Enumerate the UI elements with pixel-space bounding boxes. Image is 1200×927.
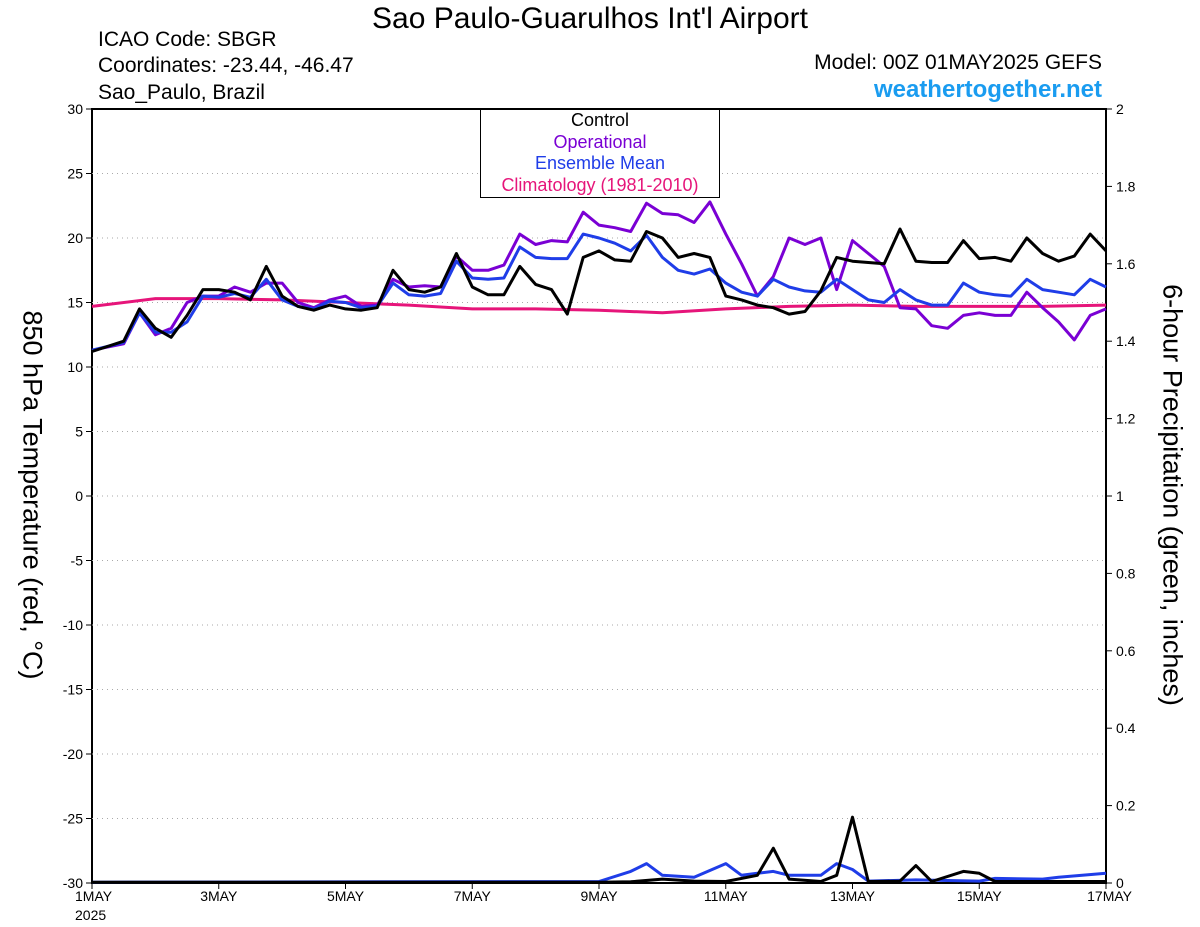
x-tick-label: 7MAY — [454, 888, 492, 904]
y-right-tick-label: 2 — [1116, 101, 1124, 117]
y-right-tick-label: 1.2 — [1116, 411, 1136, 427]
y-right-tick-label: 0 — [1116, 875, 1124, 891]
y-left-tick-label: -30 — [63, 875, 83, 891]
y-left-tick-label: 15 — [67, 295, 83, 311]
y-left-tick-label: -15 — [63, 682, 83, 698]
y-left-tick-label: 25 — [67, 166, 83, 182]
y-right-tick-label: 1.8 — [1116, 178, 1136, 194]
x-tick-label: 11MAY — [704, 888, 748, 904]
y-right-tick-label: 0.4 — [1116, 720, 1136, 736]
precip-control-line — [92, 815, 1106, 884]
x-tick-label: 17MAY — [1087, 888, 1133, 904]
location-name: Sao_Paulo, Brazil — [98, 81, 265, 104]
y-right-tick-label: 0.6 — [1116, 643, 1136, 659]
climatology-line — [91, 297, 1107, 315]
icao-code: ICAO Code: SBGR — [98, 28, 277, 51]
y-left-tick-label: -10 — [63, 617, 83, 633]
x-tick-label: 1MAY — [75, 888, 113, 904]
model-run: Model: 00Z 01MAY2025 GEFS — [814, 51, 1102, 74]
x-tick-label: 3MAY — [200, 888, 238, 904]
x-tick-sublabel: 2025 — [75, 907, 106, 923]
y-left-tick-label: -25 — [63, 811, 83, 827]
y-left-tick-label: -5 — [71, 553, 84, 569]
y-left-tick-label: 20 — [67, 230, 83, 246]
x-tick-label: 5MAY — [327, 888, 365, 904]
legend-ensemble-mean: Ensemble Mean — [534, 153, 666, 173]
chart-title: Sao Paulo-Guarulhos Int'l Airport — [372, 2, 808, 35]
legend: Control Operational Ensemble Mean Climat… — [480, 109, 720, 198]
y-left-tick-label: 0 — [75, 488, 83, 504]
legend-operational: Operational — [553, 131, 647, 152]
legend-climatology: Climatology (1981-2010) — [501, 174, 699, 195]
site-link[interactable]: weathertogether.net — [873, 76, 1102, 103]
control-line — [91, 227, 1108, 353]
operational-line — [91, 200, 1107, 352]
y-left-tick-label: 10 — [67, 359, 83, 375]
y-right-tick-label: 1 — [1116, 488, 1124, 504]
y-left-tick-label: 30 — [67, 101, 83, 117]
legend-control: Control — [570, 110, 630, 130]
coordinates: Coordinates: -23.44, -46.47 — [98, 54, 354, 77]
y-right-tick-label: 0.8 — [1116, 565, 1136, 581]
y-left-tick-label: -20 — [63, 746, 83, 762]
x-tick-label: 9MAY — [580, 888, 618, 904]
y-left-tick-label: 5 — [75, 424, 83, 440]
y-right-tick-label: 1.6 — [1116, 256, 1136, 272]
x-tick-label: 15MAY — [957, 888, 1003, 904]
x-tick-label: 13MAY — [830, 888, 876, 904]
ensemble-mean-line — [91, 232, 1107, 352]
y-right-tick-label: 0.2 — [1116, 798, 1136, 814]
y-right-tick-label: 1.4 — [1116, 333, 1136, 349]
